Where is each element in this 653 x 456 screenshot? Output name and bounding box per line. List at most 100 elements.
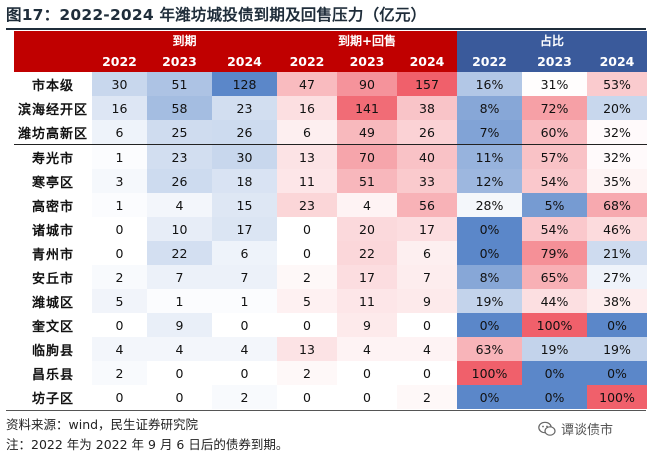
due-put-cell: 16 <box>277 96 337 120</box>
share-cell: 8% <box>457 96 522 120</box>
share-cell: 0% <box>522 361 587 385</box>
due-put-cell: 0 <box>397 361 457 385</box>
due-cell: 9 <box>147 313 212 337</box>
share-cell: 20% <box>587 96 647 120</box>
due-cell: 2 <box>92 265 147 289</box>
group-header-due-put: 到期+回售 <box>277 31 457 50</box>
footnote: 注：2022 年为 2022 年 9 月 6 日后的债券到期。 <box>6 437 289 452</box>
table-row: 滨海经开区 16 58 23 16 141 38 8% 72% 20% <box>14 96 647 120</box>
due-cell: 15 <box>212 193 277 217</box>
due-cell: 0 <box>147 385 212 409</box>
due-put-cell: 13 <box>277 337 337 361</box>
year-header: 2024 <box>212 50 277 72</box>
due-put-cell: 7 <box>397 265 457 289</box>
due-cell: 30 <box>212 144 277 169</box>
due-cell: 30 <box>92 72 147 96</box>
share-cell: 11% <box>457 144 522 169</box>
year-header: 2022 <box>92 50 147 72</box>
due-cell: 26 <box>212 120 277 145</box>
share-cell: 16% <box>457 72 522 96</box>
due-cell: 16 <box>92 96 147 120</box>
share-cell: 0% <box>522 385 587 409</box>
due-put-cell: 4 <box>337 337 397 361</box>
share-cell: 28% <box>457 193 522 217</box>
due-put-cell: 2 <box>277 265 337 289</box>
table-row: 安丘市 2 7 7 2 17 7 8% 65% 27% <box>14 265 647 289</box>
due-cell: 25 <box>147 120 212 145</box>
row-label: 坊子区 <box>14 385 92 409</box>
share-cell: 12% <box>457 169 522 193</box>
year-header: 2022 <box>277 50 337 72</box>
logo-text: 谭谈债市 <box>561 423 614 438</box>
due-put-cell: 17 <box>397 217 457 241</box>
due-cell: 17 <box>212 217 277 241</box>
share-cell: 54% <box>522 169 587 193</box>
share-cell: 19% <box>457 289 522 313</box>
due-put-cell: 33 <box>397 169 457 193</box>
share-cell: 79% <box>522 241 587 265</box>
due-cell: 58 <box>147 96 212 120</box>
due-put-cell: 5 <box>277 289 337 313</box>
due-cell: 6 <box>212 241 277 265</box>
table-row: 诸城市 0 10 17 0 20 17 0% 54% 46% <box>14 217 647 241</box>
due-put-cell: 0 <box>397 313 457 337</box>
due-put-cell: 2 <box>397 385 457 409</box>
share-cell: 31% <box>522 72 587 96</box>
due-cell: 1 <box>92 144 147 169</box>
share-cell: 0% <box>587 361 647 385</box>
share-cell: 32% <box>587 120 647 145</box>
year-header: 2023 <box>337 50 397 72</box>
share-cell: 38% <box>587 289 647 313</box>
due-put-cell: 49 <box>337 120 397 145</box>
share-cell: 35% <box>587 169 647 193</box>
due-put-cell: 0 <box>337 385 397 409</box>
share-cell: 100% <box>587 385 647 409</box>
share-cell: 21% <box>587 241 647 265</box>
due-put-cell: 0 <box>277 385 337 409</box>
due-cell: 2 <box>92 361 147 385</box>
table-row: 潍坊高新区 6 25 26 6 49 26 7% 60% 32% <box>14 120 647 145</box>
due-cell: 4 <box>212 337 277 361</box>
footer-divider <box>6 410 646 411</box>
due-put-cell: 9 <box>337 313 397 337</box>
share-cell: 100% <box>522 313 587 337</box>
due-cell: 22 <box>147 241 212 265</box>
table-row: 潍城区 5 1 1 5 11 9 19% 44% 38% <box>14 289 647 313</box>
wechat-icon <box>538 421 556 437</box>
row-label: 潍城区 <box>14 289 92 313</box>
row-label: 寿光市 <box>14 144 92 169</box>
group-header-share: 占比 <box>457 31 647 50</box>
share-cell: 60% <box>522 120 587 145</box>
share-cell: 0% <box>457 241 522 265</box>
table-row: 市本级 30 51 128 47 90 157 16% 31% 53% <box>14 72 647 96</box>
share-cell: 72% <box>522 96 587 120</box>
group-header-due: 到期 <box>92 31 277 50</box>
due-cell: 2 <box>212 385 277 409</box>
brand-logo: 谭谈债市 <box>538 419 613 438</box>
year-header: 2022 <box>457 50 522 72</box>
chart-title: 图17：2022-2024 年潍坊城投债到期及回售压力（亿元） <box>6 6 427 24</box>
due-put-cell: 4 <box>397 337 457 361</box>
due-cell: 18 <box>212 169 277 193</box>
due-cell: 1 <box>147 289 212 313</box>
share-cell: 54% <box>522 217 587 241</box>
due-cell: 0 <box>147 361 212 385</box>
due-put-cell: 23 <box>277 193 337 217</box>
share-cell: 19% <box>522 337 587 361</box>
due-cell: 0 <box>92 385 147 409</box>
due-put-cell: 11 <box>337 289 397 313</box>
due-put-cell: 157 <box>397 72 457 96</box>
due-cell: 10 <box>147 217 212 241</box>
share-cell: 68% <box>587 193 647 217</box>
share-cell: 100% <box>457 361 522 385</box>
row-label: 临朐县 <box>14 337 92 361</box>
corner-header <box>14 31 92 72</box>
share-cell: 7% <box>457 120 522 145</box>
due-cell: 4 <box>147 337 212 361</box>
due-put-cell: 17 <box>337 265 397 289</box>
source-note: 资料来源：wind，民生证券研究院 <box>6 417 199 432</box>
share-cell: 57% <box>522 144 587 169</box>
share-cell: 65% <box>522 265 587 289</box>
due-cell: 0 <box>92 313 147 337</box>
row-label: 高密市 <box>14 193 92 217</box>
